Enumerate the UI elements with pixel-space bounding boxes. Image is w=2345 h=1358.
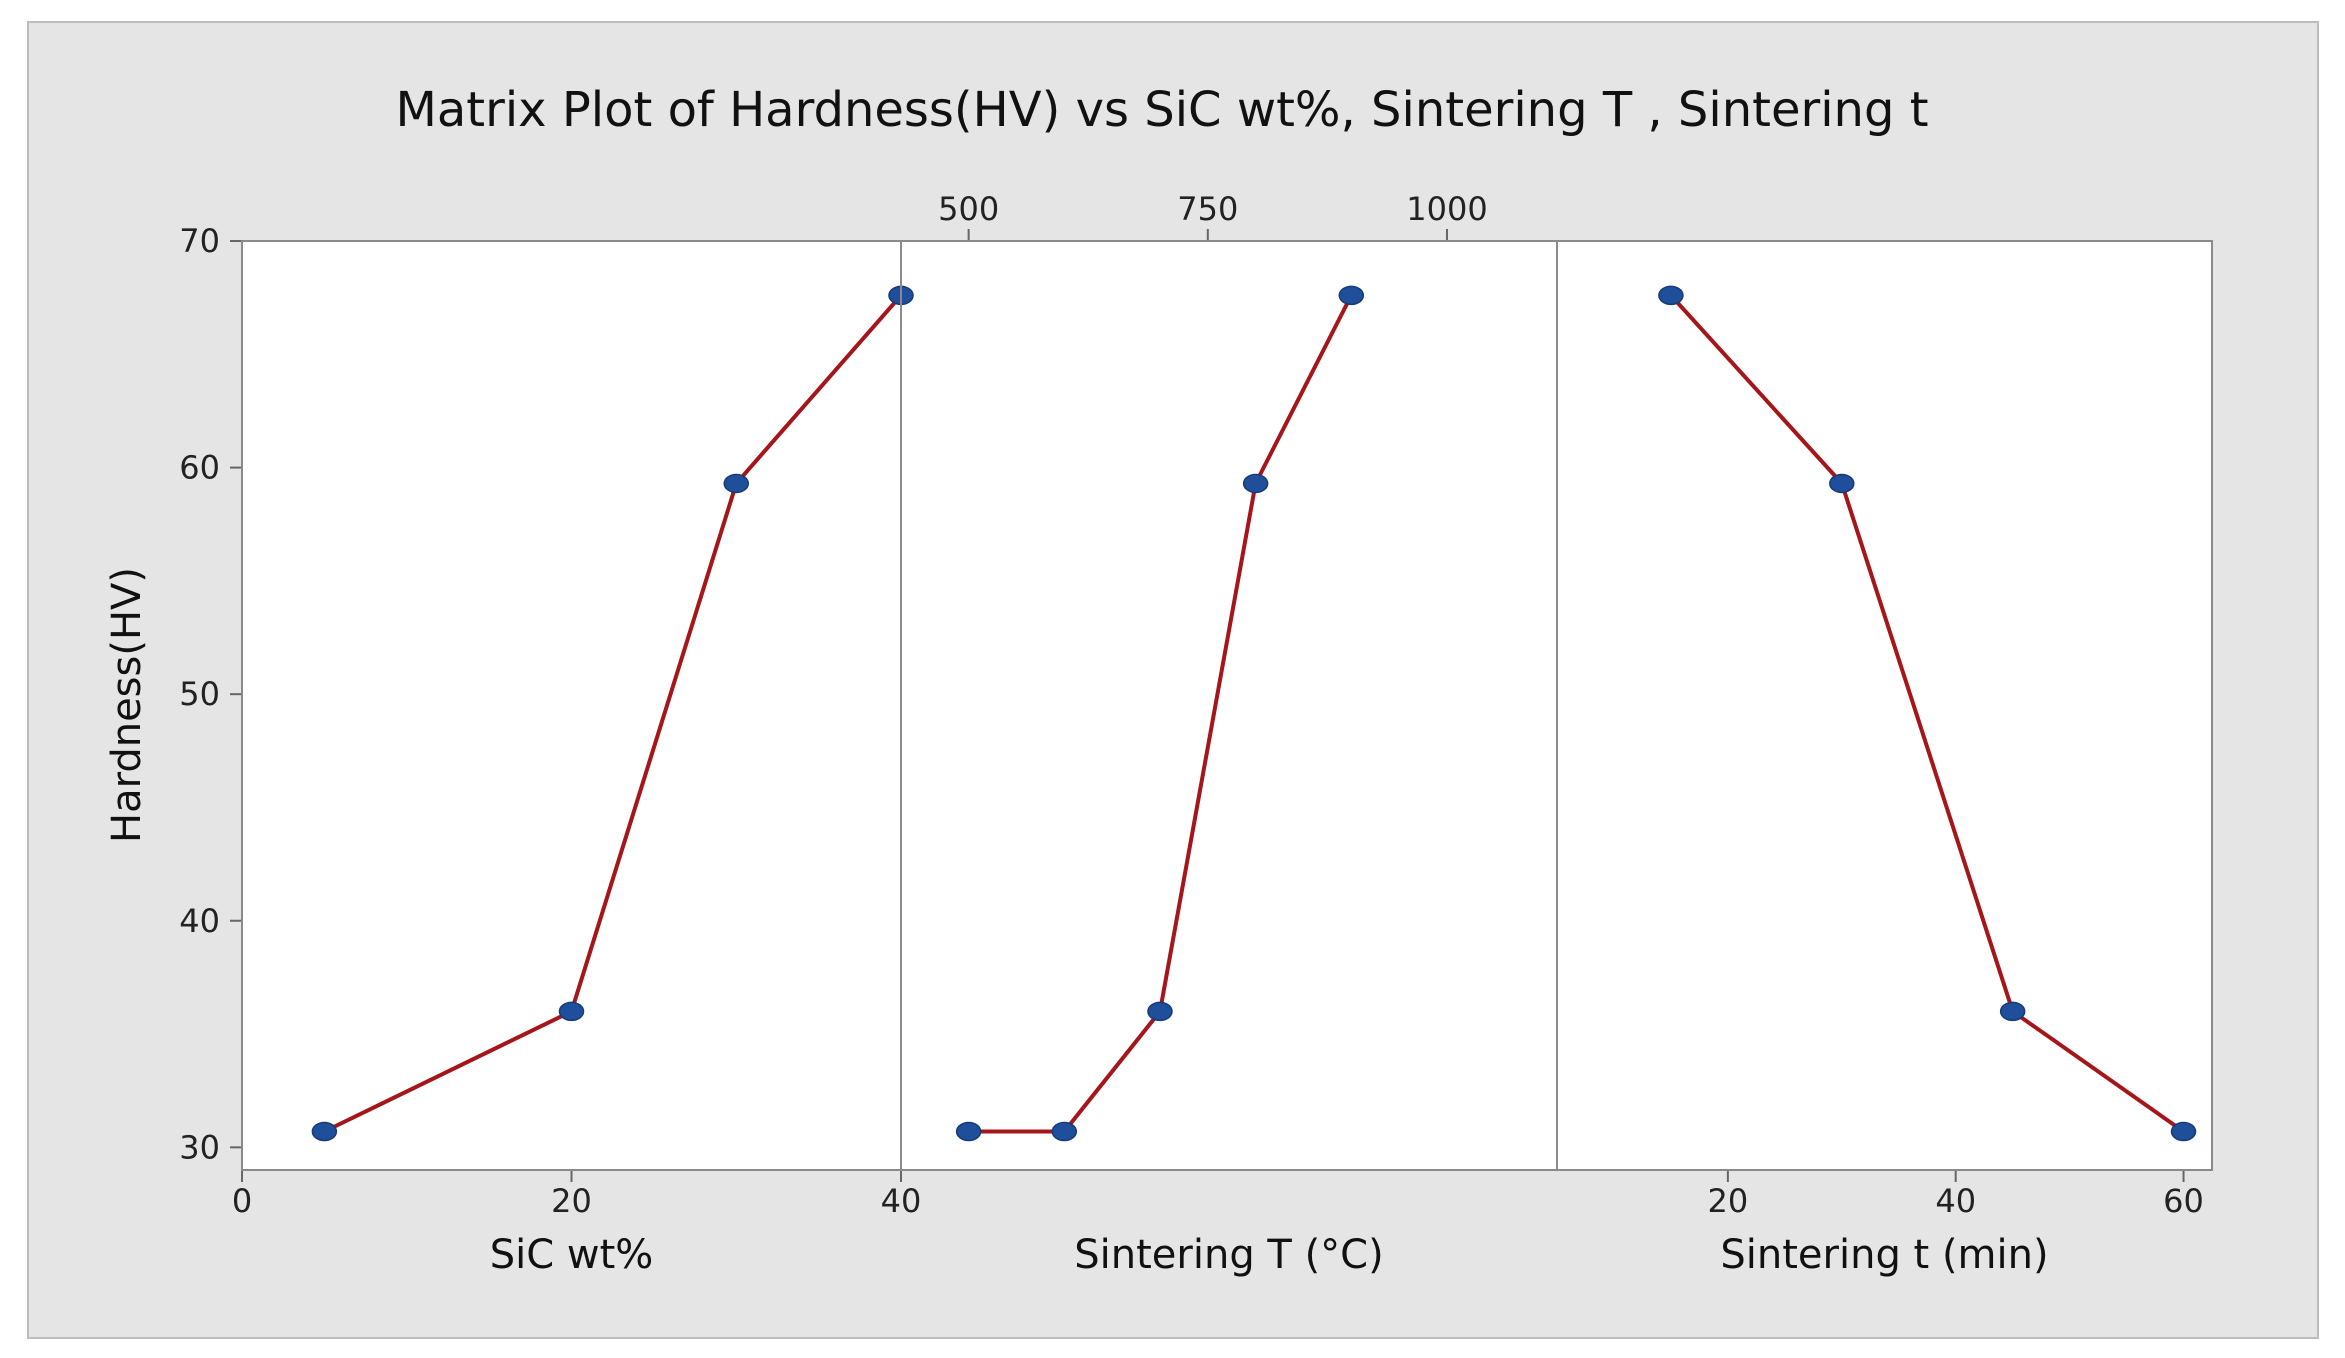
x-tick-label: 750 bbox=[1177, 190, 1238, 228]
series-line bbox=[322, 293, 903, 1134]
x-axis-label: Sintering T (°C) bbox=[1074, 1232, 1383, 1278]
data-point bbox=[1338, 285, 1365, 306]
x-axis-label: SiC wt% bbox=[490, 1232, 654, 1278]
x-tick-label: 40 bbox=[881, 1182, 922, 1220]
chart-title: Matrix Plot of Hardness(HV) vs SiC wt%, … bbox=[395, 82, 1928, 138]
x-axis-label: Sintering t (min) bbox=[1720, 1232, 2048, 1278]
data-point bbox=[1147, 1001, 1173, 1022]
data-point bbox=[1658, 285, 1684, 306]
data-point bbox=[558, 1001, 585, 1022]
y-tick-label: 50 bbox=[179, 675, 220, 713]
panel-sintering-temperature: 500 750 1000 Sintering T (°C) bbox=[938, 190, 1488, 1278]
data-point bbox=[1829, 473, 1855, 494]
panel-sic: 0 20 40 SiC wt% bbox=[232, 285, 922, 1278]
x-tick-label: 0 bbox=[232, 1182, 252, 1220]
x-tick-label: 60 bbox=[2163, 1182, 2204, 1220]
data-point bbox=[1051, 1121, 1078, 1142]
y-tick-label: 40 bbox=[179, 902, 220, 940]
data-point bbox=[2170, 1121, 2197, 1142]
y-tick-label: 30 bbox=[179, 1128, 220, 1166]
x-tick-label: 40 bbox=[1935, 1182, 1976, 1220]
y-axis: 30 40 50 60 70 bbox=[179, 222, 242, 1166]
x-tick-label: 500 bbox=[938, 190, 999, 228]
data-point bbox=[1242, 473, 1269, 494]
data-point bbox=[1999, 1001, 2026, 1022]
y-tick-label: 60 bbox=[179, 449, 220, 487]
plot-area-background bbox=[242, 241, 2212, 1170]
data-point bbox=[311, 1121, 338, 1142]
data-point bbox=[723, 473, 749, 494]
x-tick-label: 20 bbox=[551, 1182, 592, 1220]
plot-frame bbox=[241, 240, 2213, 1171]
series-line bbox=[1668, 293, 2186, 1134]
x-tick-label: 20 bbox=[1708, 1182, 1749, 1220]
panel-sintering-time: 20 40 60 Sintering t (min) bbox=[1658, 285, 2204, 1278]
y-tick-label: 70 bbox=[179, 222, 220, 260]
x-tick-label: 1000 bbox=[1406, 190, 1487, 228]
y-axis-label: Hardness(HV) bbox=[104, 567, 150, 843]
data-point bbox=[955, 1121, 982, 1142]
